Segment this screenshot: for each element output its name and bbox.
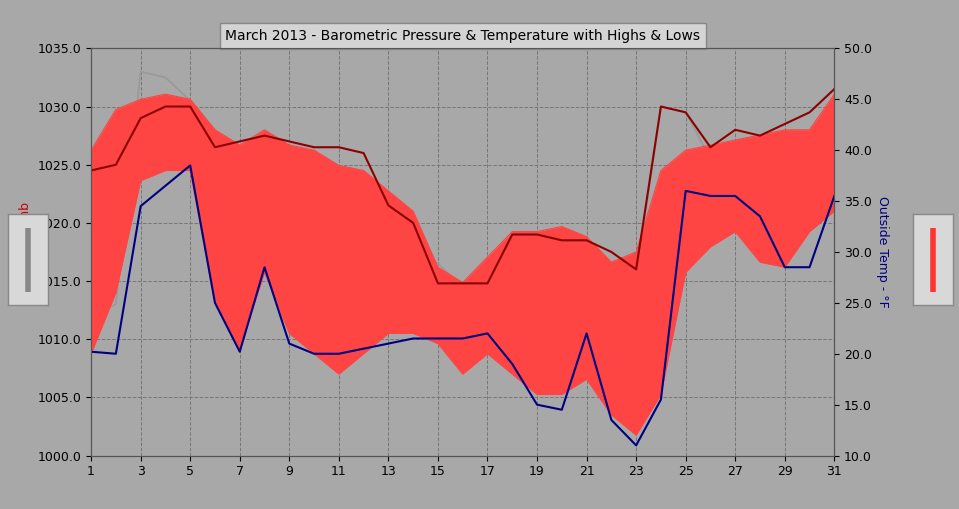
Title: March 2013 - Barometric Pressure & Temperature with Highs & Lows: March 2013 - Barometric Pressure & Tempe… [225,29,700,43]
Y-axis label: Outside Temp - °F: Outside Temp - °F [876,196,889,308]
Y-axis label: Barometer - mb: Barometer - mb [19,203,32,301]
